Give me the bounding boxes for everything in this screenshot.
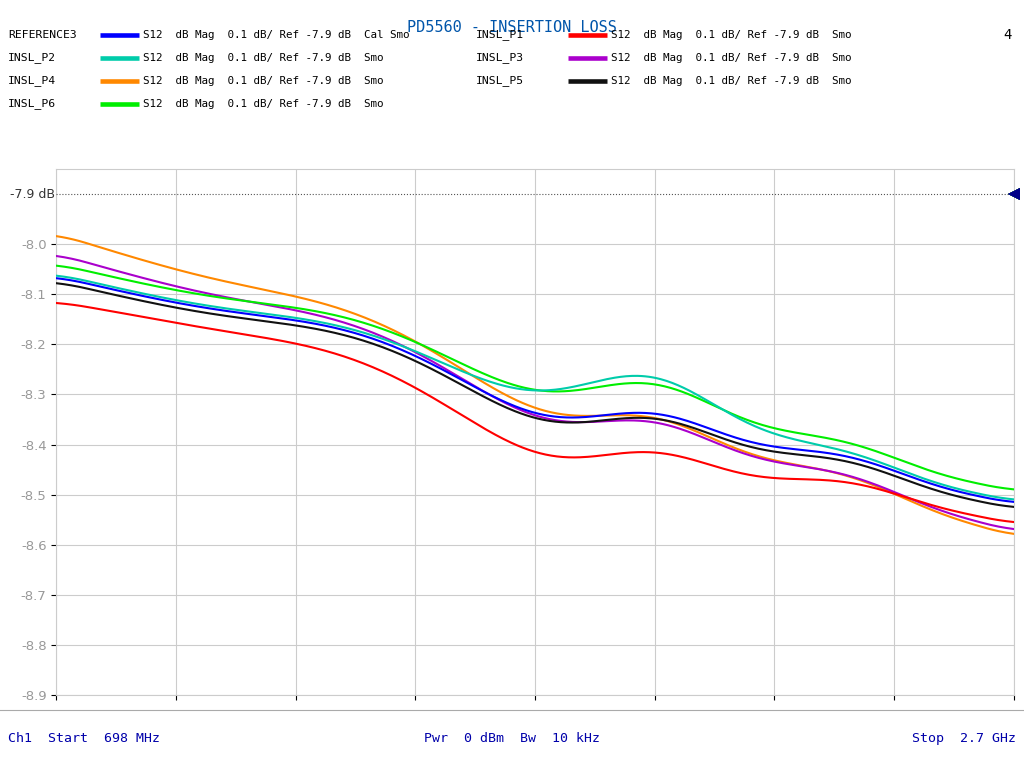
- Text: INSL_P4: INSL_P4: [8, 75, 56, 86]
- Text: S12  dB Mag  0.1 dB/ Ref -7.9 dB  Smo: S12 dB Mag 0.1 dB/ Ref -7.9 dB Smo: [611, 52, 852, 63]
- Text: INSL_P2: INSL_P2: [8, 52, 56, 63]
- Text: INSL_P6: INSL_P6: [8, 98, 56, 109]
- Text: -7.9 dB: -7.9 dB: [10, 187, 55, 200]
- Text: INSL_P3: INSL_P3: [476, 52, 524, 63]
- Text: Ch1  Start  698 MHz: Ch1 Start 698 MHz: [8, 733, 160, 745]
- Text: Pwr  0 dBm  Bw  10 kHz: Pwr 0 dBm Bw 10 kHz: [424, 733, 600, 745]
- Text: REFERENCE3: REFERENCE3: [8, 29, 77, 40]
- Text: INSL_P1: INSL_P1: [476, 29, 524, 40]
- Text: S12  dB Mag  0.1 dB/ Ref -7.9 dB  Smo: S12 dB Mag 0.1 dB/ Ref -7.9 dB Smo: [611, 29, 852, 40]
- Text: S12  dB Mag  0.1 dB/ Ref -7.9 dB  Smo: S12 dB Mag 0.1 dB/ Ref -7.9 dB Smo: [143, 75, 384, 86]
- Text: Stop  2.7 GHz: Stop 2.7 GHz: [911, 733, 1016, 745]
- Text: PD5560 - INSERTION LOSS: PD5560 - INSERTION LOSS: [408, 20, 616, 35]
- Text: S12  dB Mag  0.1 dB/ Ref -7.9 dB  Smo: S12 dB Mag 0.1 dB/ Ref -7.9 dB Smo: [143, 52, 384, 63]
- Text: INSL_P5: INSL_P5: [476, 75, 524, 86]
- Text: 4: 4: [1004, 28, 1012, 41]
- Text: S12  dB Mag  0.1 dB/ Ref -7.9 dB  Cal Smo: S12 dB Mag 0.1 dB/ Ref -7.9 dB Cal Smo: [143, 29, 410, 40]
- Text: S12  dB Mag  0.1 dB/ Ref -7.9 dB  Smo: S12 dB Mag 0.1 dB/ Ref -7.9 dB Smo: [143, 98, 384, 109]
- Text: S12  dB Mag  0.1 dB/ Ref -7.9 dB  Smo: S12 dB Mag 0.1 dB/ Ref -7.9 dB Smo: [611, 75, 852, 86]
